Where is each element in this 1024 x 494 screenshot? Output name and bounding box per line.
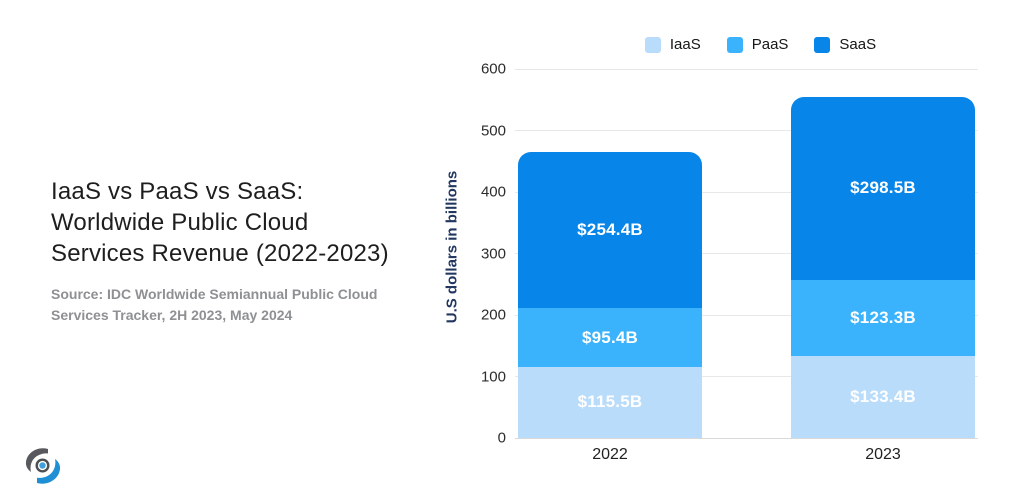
source-note: Source: IDC Worldwide Semiannual Public …	[51, 284, 377, 326]
legend-item-paas: PaaS	[726, 36, 789, 53]
y-tick-300: 300	[480, 245, 506, 262]
legend-label: SaaS	[839, 36, 877, 53]
bar-segment-saas-2023[interactable]: $298.5B	[791, 96, 975, 281]
gridline-200	[515, 314, 978, 316]
gridline-0	[515, 437, 978, 439]
y-tick-500: 500	[480, 122, 506, 139]
x-tick-2023: 2023	[865, 446, 901, 463]
brand-logo-icon	[25, 448, 61, 484]
legend-swatch-paas	[726, 36, 743, 53]
plot-area: $115.5B $95.4B $254.4B $133.4B $123.3B $298.5…	[515, 68, 978, 439]
bar-value-label: $133.4B	[850, 386, 916, 406]
source-note-line-1: Source: IDC Worldwide Semiannual Public …	[51, 286, 378, 302]
bar-segment-iaas-2022[interactable]: $115.5B	[518, 366, 702, 438]
chart-legend: IaaS PaaS SaaS	[529, 36, 992, 53]
gridline-100	[515, 376, 978, 377]
legend-swatch-iaas	[644, 36, 661, 53]
y-axis-ticks: 0 100 200 300 400 500 600	[458, 61, 506, 447]
y-tick-200: 200	[480, 306, 506, 324]
legend-item-iaas: IaaS	[644, 36, 701, 53]
gridline-600	[515, 68, 978, 70]
page-title-line-1: IaaS vs PaaS vs SaaS:	[51, 178, 304, 205]
x-axis-labels: 2022 2023	[515, 446, 978, 466]
y-tick-600: 600	[480, 60, 506, 78]
gridline-500	[515, 130, 978, 131]
y-tick-400: 400	[480, 183, 506, 201]
legend-swatch-saas	[814, 36, 831, 53]
x-tick-2022: 2022	[592, 446, 628, 463]
source-note-line-2: Services Tracker, 2H 2023, May 2024	[51, 307, 293, 323]
page-title: IaaS vs PaaS vs SaaS: Worldwide Public C…	[51, 176, 389, 269]
page-title-line-2: Worldwide Public Cloud	[51, 209, 309, 236]
bar-segment-iaas-2023[interactable]: $133.4B	[791, 355, 975, 438]
gridline-400	[515, 191, 978, 193]
bar-value-label: $115.5B	[577, 392, 643, 412]
bar-value-label: $298.5B	[850, 178, 916, 198]
page-title-line-3: Services Revenue (2022-2023)	[51, 240, 389, 267]
gridline-300	[515, 253, 978, 254]
legend-item-saas: SaaS	[814, 36, 876, 53]
bar-segment-saas-2022[interactable]: $254.4B	[518, 151, 702, 309]
bar-value-label: $123.3B	[850, 308, 916, 328]
bar-value-label: $254.4B	[577, 220, 643, 240]
stacked-bar-2022[interactable]: $115.5B $95.4B $254.4B	[518, 151, 702, 438]
y-tick-100: 100	[480, 368, 506, 385]
y-tick-0: 0	[497, 429, 506, 447]
stacked-bar-2023[interactable]: $133.4B $123.3B $298.5B	[791, 96, 975, 438]
bar-segment-paas-2022[interactable]: $95.4B	[518, 308, 702, 367]
bar-segment-paas-2023[interactable]: $123.3B	[791, 280, 975, 356]
legend-label: PaaS	[751, 36, 789, 53]
bar-value-label: $95.4B	[581, 327, 639, 347]
legend-label: IaaS	[669, 36, 701, 53]
